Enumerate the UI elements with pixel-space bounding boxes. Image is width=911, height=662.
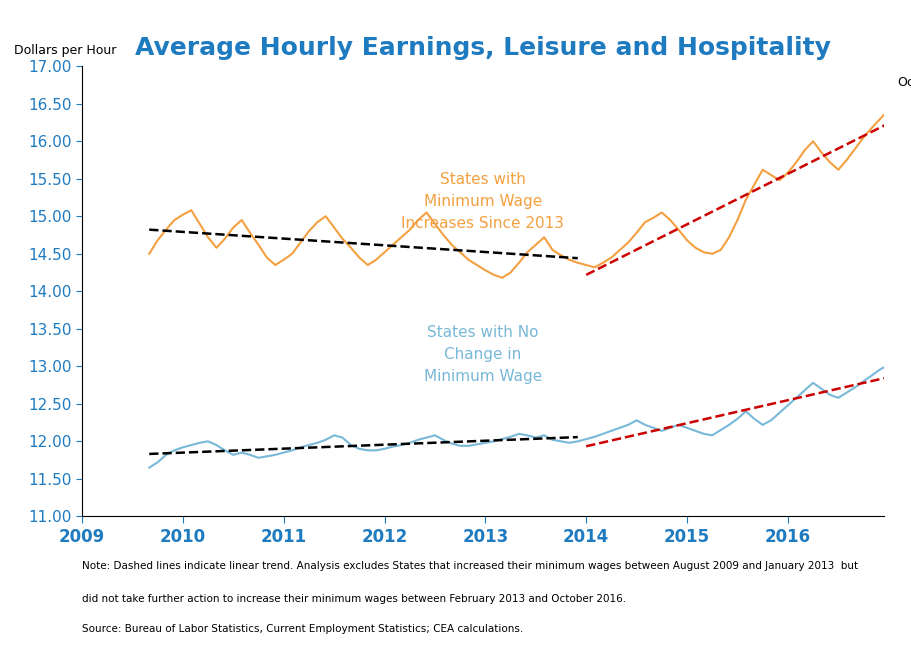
Text: did not take further action to increase their minimum wages between February 201: did not take further action to increase … — [82, 594, 626, 604]
Text: Note: Dashed lines indicate linear trend. Analysis excludes States that increase: Note: Dashed lines indicate linear trend… — [82, 561, 858, 571]
Text: States with No
Change in
Minimum Wage: States with No Change in Minimum Wage — [424, 324, 542, 384]
Text: Dollars per Hour: Dollars per Hour — [14, 44, 117, 57]
Text: Source: Bureau of Labor Statistics, Current Employment Statistics; CEA calculati: Source: Bureau of Labor Statistics, Curr… — [82, 624, 523, 634]
Text: Oct-16: Oct-16 — [897, 76, 911, 89]
Title: Average Hourly Earnings, Leisure and Hospitality: Average Hourly Earnings, Leisure and Hos… — [135, 36, 831, 60]
Text: States with
Minimum Wage
Increases Since 2013: States with Minimum Wage Increases Since… — [402, 171, 564, 231]
